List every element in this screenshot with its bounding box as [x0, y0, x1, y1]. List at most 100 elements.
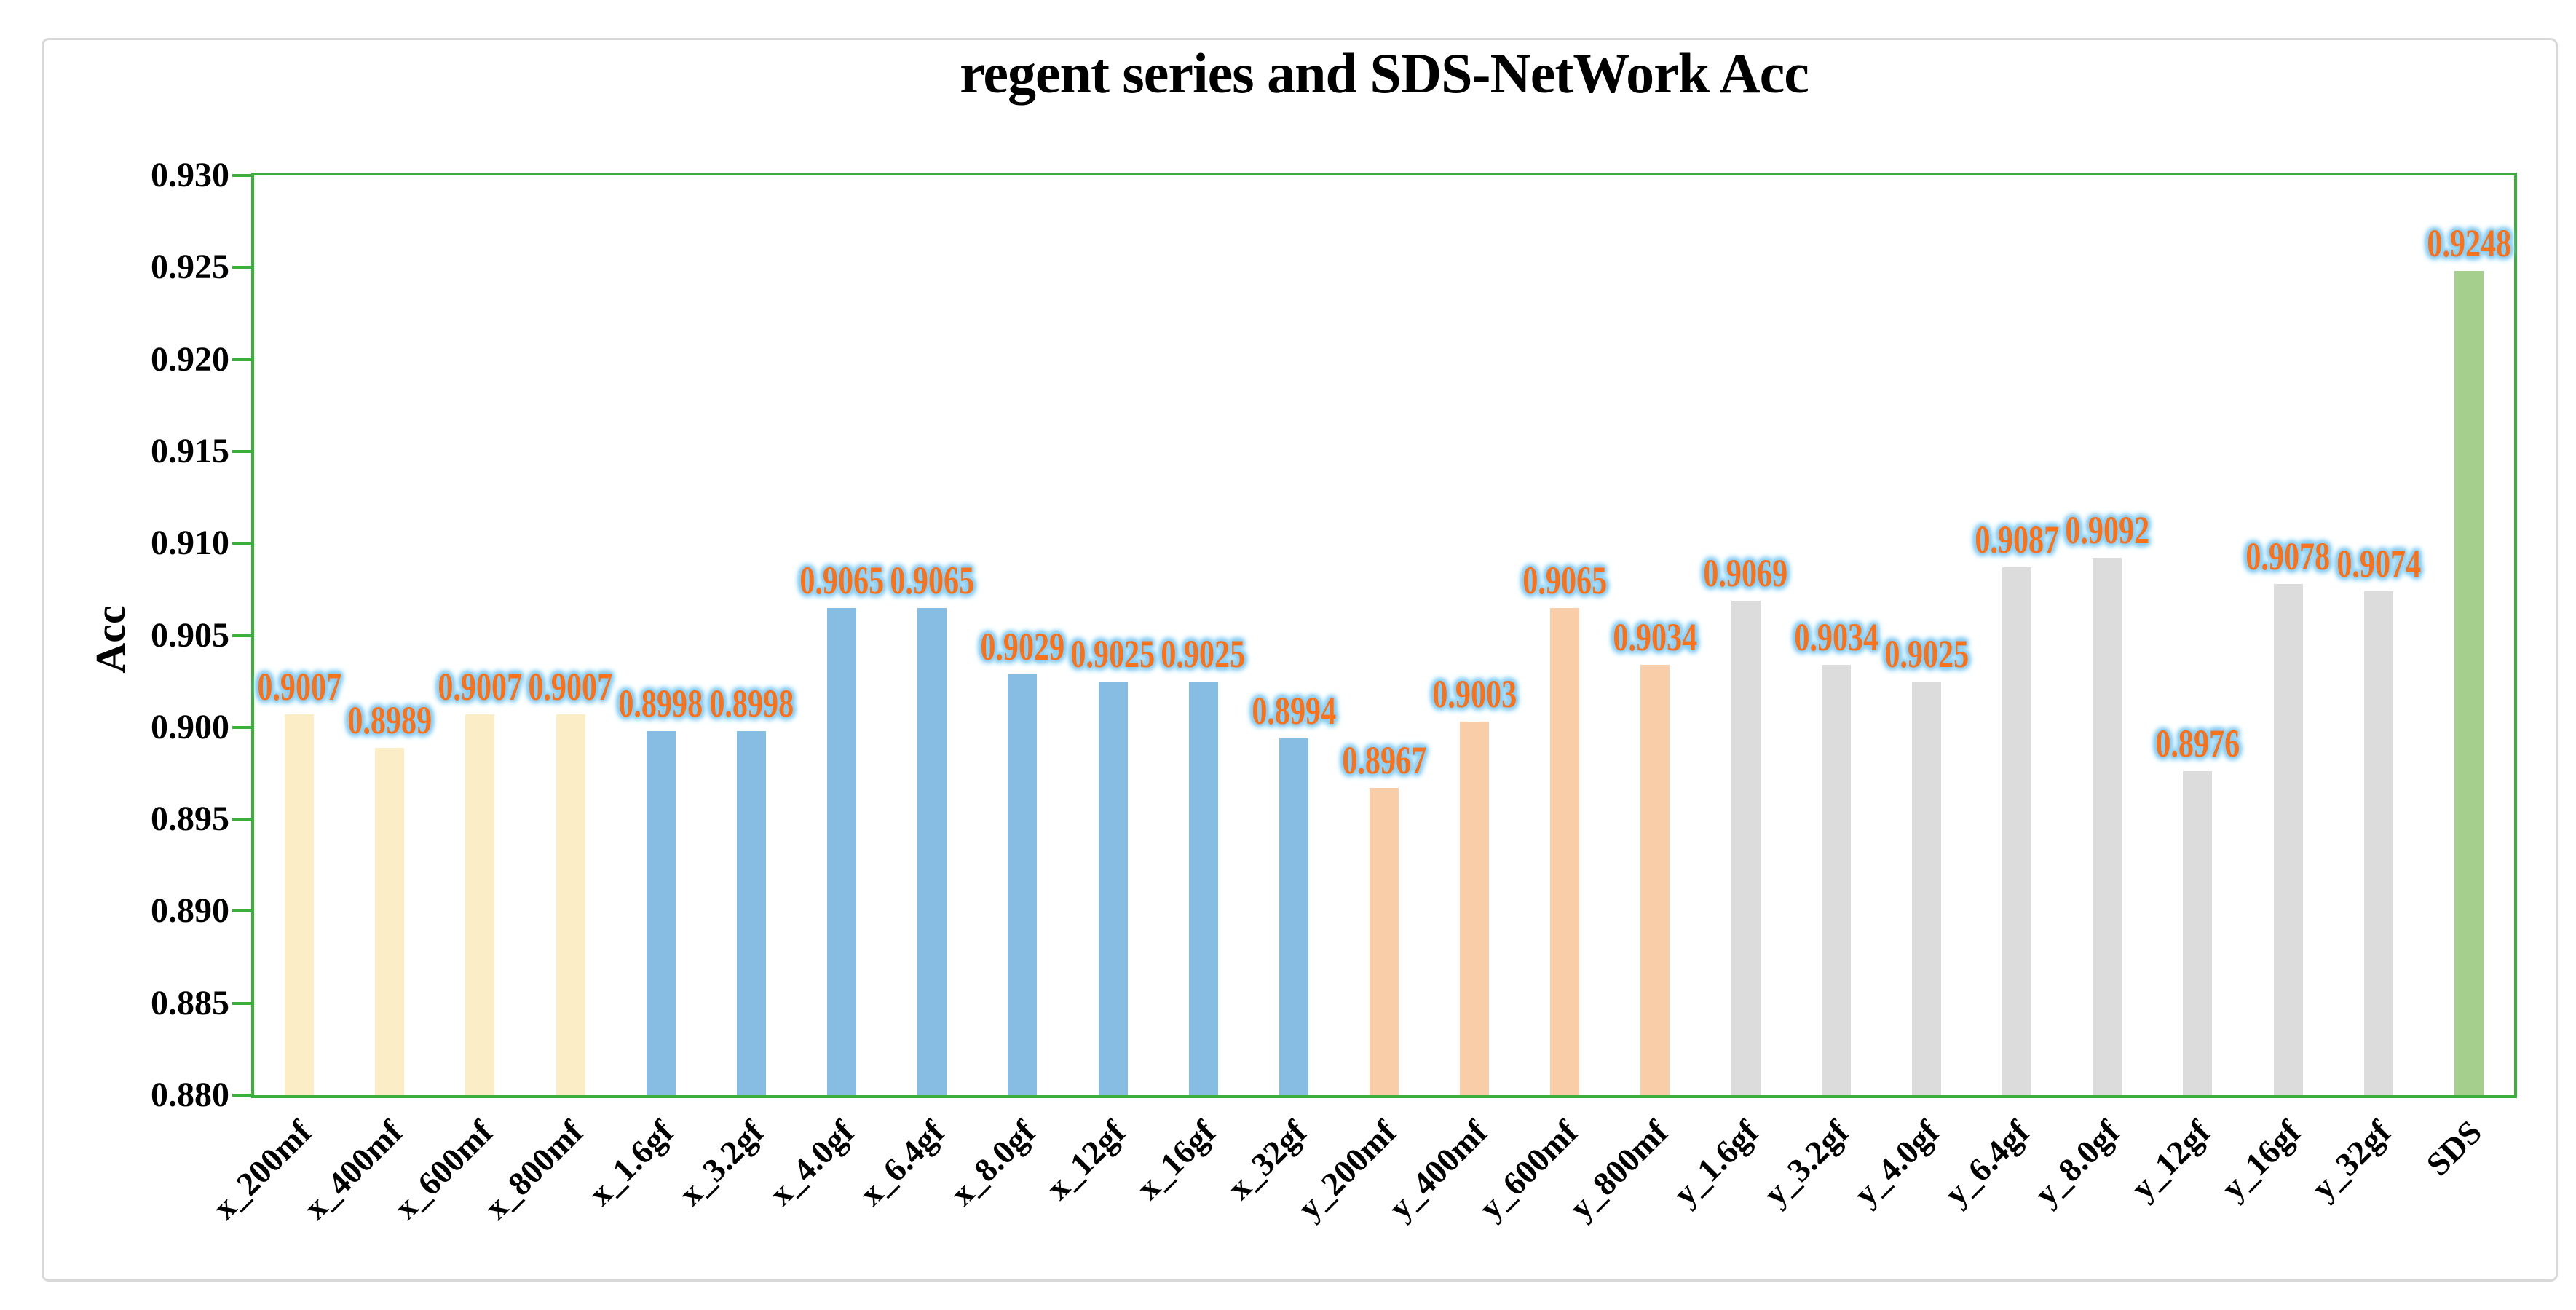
bar-x_32gf [1279, 738, 1308, 1095]
value-label-y_1.6gf: 0.9069 [1650, 553, 1842, 593]
value-label-text: 0.9065 [890, 559, 975, 602]
bars-layer [254, 175, 2514, 1095]
y-tick-label: 0.915 [151, 431, 229, 470]
value-label-x_800mf: 0.9007 [475, 666, 667, 707]
value-label-y_3.2gf: 0.9034 [1740, 617, 1932, 658]
value-label-text: 0.9025 [1070, 632, 1155, 676]
y-tick-mark [232, 1001, 254, 1005]
value-label-y_32gf: 0.9074 [2283, 543, 2475, 584]
value-label-text: 0.9025 [1161, 632, 1246, 676]
y-tick-label: 0.895 [151, 800, 229, 839]
bar-y_200mf [1370, 788, 1399, 1095]
x-tick-label-SDS: SDS [2170, 1113, 2489, 1183]
value-label-x_16gf: 0.9025 [1107, 634, 1300, 674]
value-label-x_12gf: 0.9025 [1017, 634, 1209, 674]
value-label-text: 0.9069 [1703, 551, 1788, 595]
value-label-text: 0.9078 [2245, 534, 2331, 578]
x-axis-tick-labels: x_200mf x_400mf x_600mf x_800mf x_1.6gf x_3.2… [206, 1104, 2517, 1308]
y-tick-mark [232, 1094, 254, 1097]
bar-y_4.0gf [1911, 682, 1941, 1095]
value-label-text: 0.9087 [1975, 518, 2060, 561]
y-tick-label: 0.900 [151, 707, 229, 746]
y-tick-mark [232, 358, 254, 361]
y-tick-marks-layer [232, 174, 2514, 1097]
y-tick-mark [232, 725, 254, 729]
value-label-text: 0.8989 [347, 698, 432, 742]
bar-SDS [2454, 271, 2484, 1095]
bar-x_6.4gf [917, 608, 947, 1095]
value-label-y_200mf: 0.8967 [1288, 740, 1480, 781]
value-label-text: 0.9025 [1884, 632, 1969, 676]
y-tick-label: 0.885 [151, 983, 229, 1022]
y-tick-mark [232, 818, 254, 821]
bar-y_16gf [2273, 584, 2303, 1095]
value-label-text: 0.8998 [708, 682, 794, 725]
bar-y_6.4gf [2002, 567, 2032, 1095]
value-label-y_16gf: 0.9078 [2192, 536, 2385, 577]
y-tick-label: 0.925 [151, 248, 229, 287]
bar-x_1.6gf [646, 731, 676, 1095]
bar-x_3.2gf [736, 731, 766, 1095]
value-label-text: 0.9034 [1793, 615, 1878, 659]
value-label-text: 0.9034 [1613, 615, 1698, 659]
value-label-y_800mf: 0.9034 [1559, 617, 1751, 658]
y-tick-label: 0.880 [151, 1076, 229, 1114]
y-tick-mark [232, 266, 254, 269]
value-label-text: 0.9029 [980, 625, 1065, 668]
y-tick-label: 0.930 [151, 156, 229, 194]
bar-x_12gf [1098, 682, 1128, 1095]
value-label-text: 0.9007 [257, 665, 342, 709]
bar-y_600mf [1550, 608, 1580, 1095]
bar-y_8.0gf [2093, 558, 2122, 1095]
y-tick-label: 0.920 [151, 339, 229, 379]
value-label-y_4.0gf: 0.9025 [1830, 634, 2023, 674]
value-label-text: 0.8976 [2155, 722, 2240, 765]
bar-y_32gf [2363, 591, 2393, 1095]
value-label-x_400mf: 0.8989 [293, 700, 486, 741]
value-label-x_32gf: 0.8994 [1198, 690, 1390, 731]
value-label-x_600mf: 0.9007 [384, 666, 576, 707]
bar-y_800mf [1640, 665, 1670, 1095]
value-label-text: 0.8967 [1342, 738, 1426, 782]
value-label-text: 0.9248 [2426, 221, 2511, 265]
value-label-y_600mf: 0.9065 [1469, 560, 1661, 601]
bar-x_800mf [556, 714, 585, 1095]
y-tick-mark [232, 174, 254, 177]
chart-title: regent series and SDS-NetWork Acc [960, 42, 1809, 105]
bar-y_12gf [2183, 771, 2213, 1095]
value-label-y_6.4gf: 0.9087 [1921, 519, 2113, 560]
bar-y_1.6gf [1731, 601, 1761, 1095]
y-tick-mark [232, 449, 254, 453]
bar-x_200mf [285, 714, 315, 1095]
y-tick-mark [232, 909, 254, 913]
y-tick-mark [232, 542, 254, 545]
value-label-x_3.2gf: 0.8998 [655, 683, 848, 724]
value-label-text: 0.9007 [528, 665, 613, 709]
y-tick-mark [232, 634, 254, 637]
value-label-x_1.6gf: 0.8998 [565, 683, 757, 724]
y-tick-label: 0.890 [151, 891, 229, 931]
value-label-y_400mf: 0.9003 [1378, 674, 1571, 714]
bar-x_600mf [465, 714, 495, 1095]
y-tick-label: 0.910 [151, 524, 229, 563]
value-label-text: 0.8994 [1251, 689, 1336, 733]
bar-x_4.0gf [827, 608, 857, 1095]
value-label-text: 0.9074 [2336, 542, 2421, 585]
value-label-y_12gf: 0.8976 [2101, 723, 2293, 764]
value-label-x_4.0gf: 0.9065 [746, 560, 938, 601]
value-label-text: 0.9003 [1432, 672, 1517, 716]
bar-x_8.0gf [1008, 674, 1038, 1095]
y-tick-label: 0.905 [151, 615, 229, 655]
y-axis-tick-labels: 0.930 0.925 0.920 0.915 0.910 0.905 0.900 0.895… [58, 156, 229, 1114]
plot-area: 0.9007 0.8989 0.9007 0.9007 0.8998 0.8998 0.90… [232, 173, 2517, 1098]
bar-y_400mf [1460, 722, 1490, 1095]
value-label-text: 0.9065 [799, 559, 884, 602]
value-label-text: 0.9007 [438, 665, 523, 709]
value-labels-layer: 0.9007 0.8989 0.9007 0.9007 0.8998 0.8998 0.90… [254, 175, 2514, 1095]
value-label-y_8.0gf: 0.9092 [2011, 510, 2203, 551]
value-label-text: 0.9065 [1522, 559, 1608, 602]
value-label-x_6.4gf: 0.9065 [836, 560, 1028, 601]
value-label-text: 0.9092 [2065, 508, 2150, 552]
value-label-text: 0.8998 [618, 682, 703, 725]
